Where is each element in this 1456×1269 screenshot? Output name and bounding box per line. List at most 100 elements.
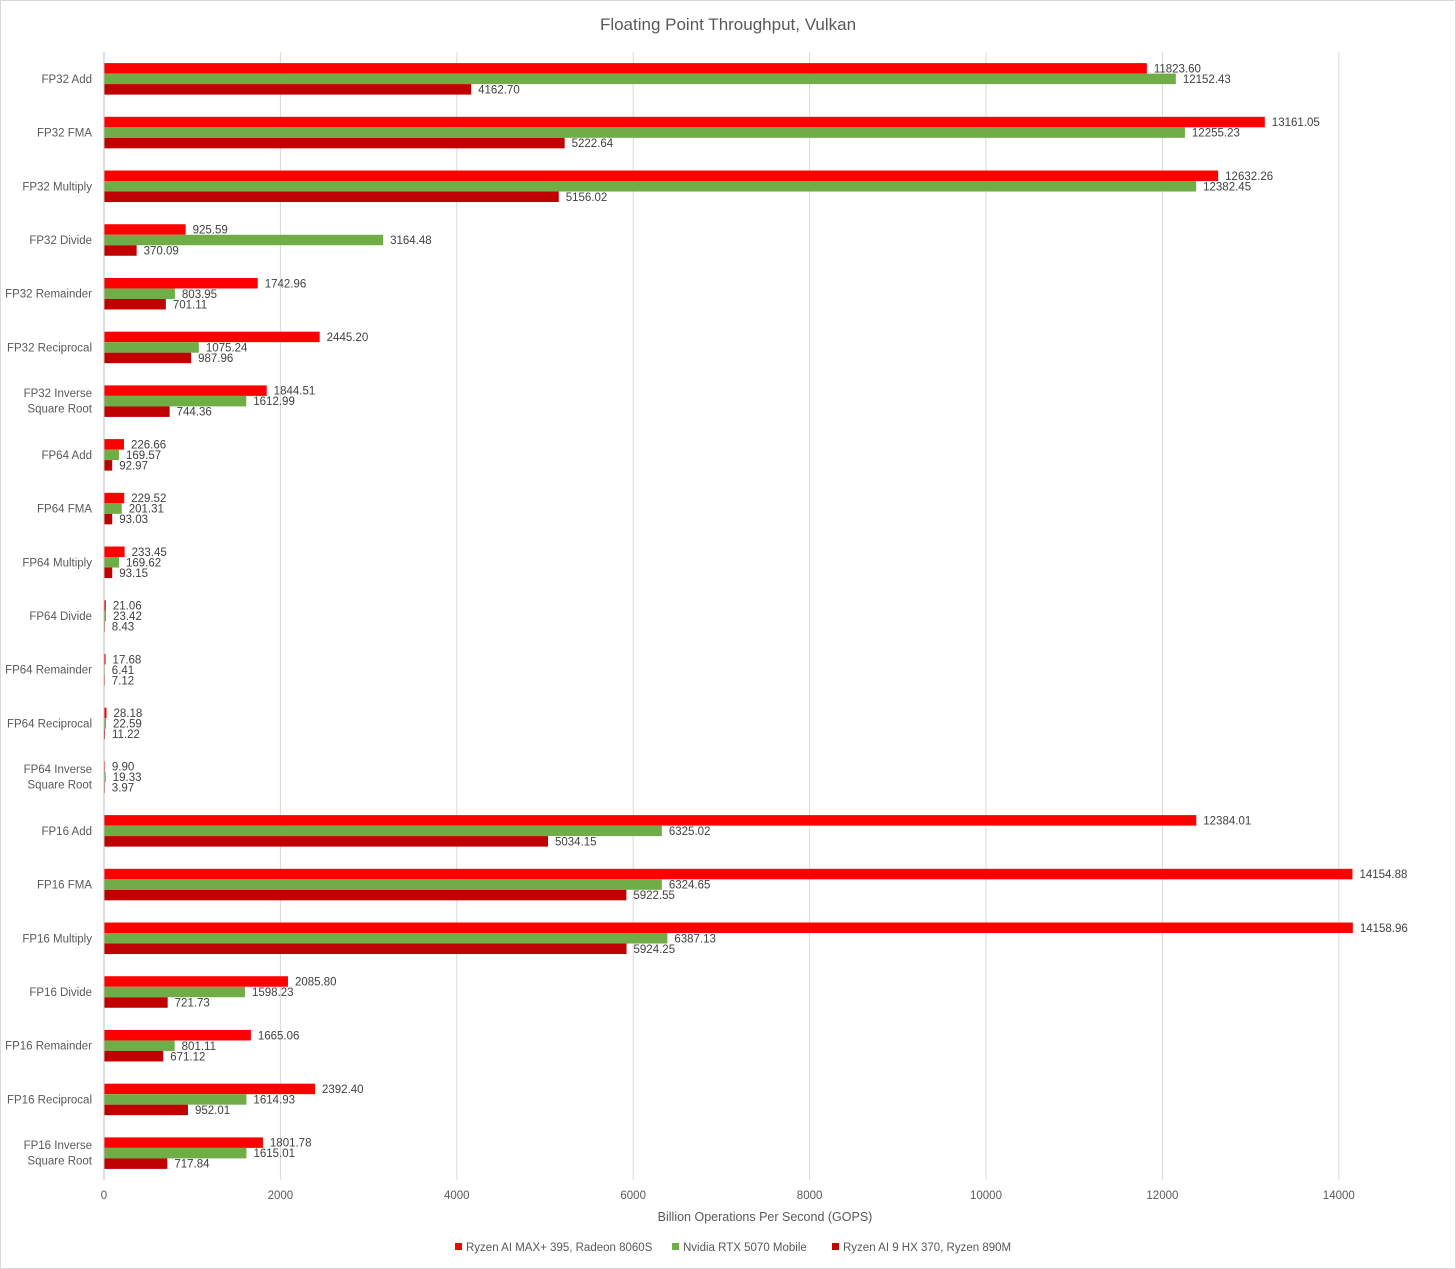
legend-label: Ryzen AI 9 HX 370, Ryzen 890M [843, 1242, 1011, 1254]
bar [104, 137, 565, 149]
data-label: 226.66 [131, 439, 166, 451]
legend-swatch [455, 1243, 462, 1250]
category-label: FP32 Remainder [5, 289, 92, 301]
category-label: FP16 Remainder [5, 1041, 92, 1053]
data-label: 1742.96 [265, 278, 307, 290]
x-tick-label: 12000 [1146, 1190, 1178, 1202]
data-label: 23.42 [113, 611, 142, 623]
data-label: 21.06 [113, 601, 142, 613]
data-label: 671.12 [170, 1051, 205, 1063]
category-label: FP32 Add [41, 74, 92, 86]
data-label: 229.52 [131, 493, 166, 505]
data-label: 370.09 [144, 246, 179, 258]
bar [104, 288, 175, 299]
data-label: 233.45 [132, 547, 167, 559]
data-label: 92.97 [119, 460, 148, 472]
data-label: 1615.01 [253, 1148, 295, 1160]
data-label: 5922.55 [633, 890, 675, 902]
data-label: 1665.06 [258, 1030, 300, 1042]
data-label: 12152.43 [1183, 74, 1231, 86]
data-label: 11.22 [112, 729, 140, 741]
data-label: 987.96 [198, 353, 233, 365]
data-label: 1075.24 [206, 342, 248, 354]
data-label: 2085.80 [295, 977, 337, 989]
data-label: 3.97 [112, 783, 134, 795]
data-label: 12382.45 [1203, 181, 1251, 193]
bar [104, 191, 559, 203]
category-label: FP64 Add [41, 450, 92, 462]
data-label: 201.31 [129, 504, 164, 516]
bar [104, 492, 125, 504]
bar [104, 922, 1353, 934]
category-label: FP64 Inverse Square Root [24, 764, 93, 792]
x-tick-label: 2000 [268, 1190, 294, 1202]
category-label: FP32 FMA [37, 128, 92, 140]
bar [104, 771, 106, 783]
data-label: 14158.96 [1360, 923, 1408, 935]
bar [104, 567, 113, 579]
data-label: 13161.05 [1272, 117, 1320, 129]
bar [104, 610, 107, 622]
bar [104, 395, 247, 407]
data-label: 6.41 [112, 665, 134, 677]
category-label: FP64 Multiply [22, 557, 92, 569]
data-label: 169.62 [126, 557, 161, 569]
category-label: FP16 Inverse Square Root [24, 1140, 93, 1168]
bar [104, 1104, 188, 1116]
bar [104, 385, 267, 396]
category-label: FP32 Reciprocal [7, 342, 92, 354]
data-label: 721.73 [175, 998, 210, 1010]
legend-swatch [672, 1243, 679, 1250]
bar [104, 1158, 168, 1169]
bar [104, 84, 472, 95]
bar [104, 707, 107, 719]
bar [104, 170, 1219, 182]
x-tick-label: 10000 [970, 1190, 1002, 1202]
data-label: 19.33 [113, 772, 142, 784]
data-label: 5156.02 [566, 192, 608, 204]
data-label: 2445.20 [327, 332, 369, 344]
data-label: 3164.48 [390, 235, 432, 247]
bar [104, 986, 245, 998]
data-label: 6387.13 [674, 933, 716, 945]
category-label: FP16 Multiply [22, 933, 92, 945]
category-label: FP16 Divide [29, 987, 92, 999]
data-label: 1614.93 [253, 1094, 295, 1106]
bars [104, 63, 1353, 1169]
bar [104, 449, 119, 461]
bar [104, 1083, 316, 1095]
data-label: 5034.15 [555, 836, 597, 848]
data-label: 1598.23 [252, 987, 294, 999]
data-label: 11823.60 [1154, 63, 1201, 75]
x-axis-title: Billion Operations Per Second (GOPS) [658, 1210, 873, 1224]
legend-label: Ryzen AI MAX+ 395, Radeon 8060S [466, 1242, 653, 1254]
data-label: 1844.51 [274, 386, 316, 398]
bar [104, 406, 170, 417]
bar [104, 1094, 247, 1105]
bar [104, 1040, 175, 1051]
data-label: 22.59 [113, 718, 142, 730]
bar [104, 1137, 263, 1148]
bar [104, 879, 662, 890]
bar [104, 1029, 251, 1041]
bar [104, 298, 166, 310]
x-tick-label: 14000 [1323, 1190, 1355, 1202]
data-label: 701.11 [173, 299, 207, 311]
bar [104, 825, 662, 837]
data-label: 5924.25 [634, 944, 676, 956]
data-label: 744.36 [177, 407, 212, 419]
bar [104, 352, 192, 364]
data-label: 93.03 [119, 514, 148, 526]
bar [104, 1147, 247, 1159]
category-label: FP16 Add [41, 826, 92, 838]
data-label: 4162.70 [478, 84, 520, 96]
category-label: FP32 Inverse Square Root [24, 388, 93, 416]
data-label: 801.11 [182, 1041, 216, 1053]
bar [104, 460, 113, 471]
bar [104, 503, 122, 514]
bar [104, 868, 1353, 880]
legend: Ryzen AI MAX+ 395, Radeon 8060S Nvidia RT… [455, 1242, 1011, 1254]
category-labels: FP32 Add FP32 FMA FP32 Multiply FP32 Divide… [5, 74, 93, 1168]
